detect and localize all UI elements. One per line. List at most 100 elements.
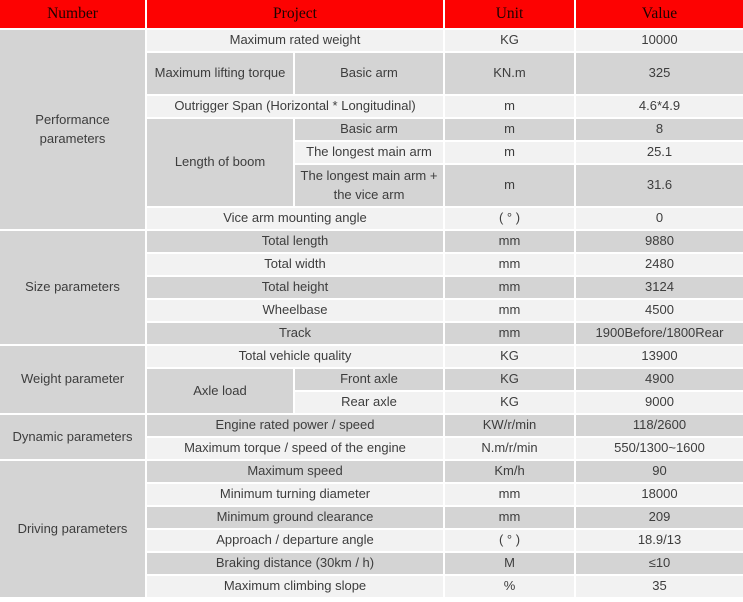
unit-cell: KG [445,346,574,367]
project-cell: Maximum climbing slope [147,576,443,597]
group-cell-weight: Weight parameter [0,346,145,413]
table-row: Maximum torque / speed of the engine N.m… [0,438,743,459]
project-cell: Maximum speed [147,461,443,482]
value-cell: 13900 [576,346,743,367]
table-row: The longest main arm + the vice arm m 31… [0,165,743,206]
unit-cell: KG [445,369,574,390]
project-cell: Front axle [295,369,443,390]
group-cell-performance: Performance parameters [0,30,145,229]
unit-cell: mm [445,300,574,321]
table-row: Size parameters Total length mm 9880 [0,231,743,344]
table-row: Vice arm mounting angle ( ° ) 0 [0,208,743,229]
table-row: Outrigger Span (Horizontal * Longitudina… [0,96,743,117]
group-cell-driving: Driving parameters [0,461,145,597]
column-header-unit: Unit [445,0,574,28]
unit-cell: mm [445,323,574,344]
unit-cell: KG [445,392,574,413]
value-cell: 550/1300~1600 [576,438,743,459]
project-cell: Basic arm [295,119,443,140]
unit-cell: KN.m [445,53,574,94]
unit-cell: mm [445,231,574,252]
project-cell: Total width [147,254,443,275]
table-row: Wheelbase mm 4500 [0,300,743,321]
value-cell: 4.6*4.9 [576,96,743,117]
value-cell: 2480 [576,254,743,275]
value-cell: 25.1 [576,142,743,163]
unit-cell: N.m/r/min [445,438,574,459]
unit-cell: ( ° ) [445,208,574,229]
table-row: Driving parameters Maximum speed Km/h 90 [0,461,743,597]
value-cell: 4500 [576,300,743,321]
value-cell: 1900Before/1800Rear [576,323,743,344]
project-cell: Minimum ground clearance [147,507,443,528]
unit-cell: m [445,119,574,140]
table-row: Axle load Front axle KG 4900 [0,369,743,413]
project-cell: Total vehicle quality [147,346,443,367]
project-cell: The longest main arm + the vice arm [295,165,443,206]
column-header-project: Project [147,0,443,28]
unit-cell: m [445,165,574,206]
project-cell: Engine rated power / speed [147,415,443,436]
table-row: Dynamic parameters Engine rated power / … [0,415,743,459]
project-cell: Total height [147,277,443,298]
project-cell: Outrigger Span (Horizontal * Longitudina… [147,96,443,117]
unit-cell: % [445,576,574,597]
project-cell: Vice arm mounting angle [147,208,443,229]
table-row: Minimum ground clearance mm 209 [0,507,743,528]
unit-cell: mm [445,254,574,275]
group-cell-dynamic: Dynamic parameters [0,415,145,459]
table-row: Approach / departure angle ( ° ) 18.9/13 [0,530,743,551]
value-cell: 9000 [576,392,743,413]
subgroup-cell-length-of-boom: Length of boom [147,119,293,206]
value-cell: ≤10 [576,553,743,574]
value-cell: 18.9/13 [576,530,743,551]
unit-cell: Km/h [445,461,574,482]
unit-cell: mm [445,484,574,505]
unit-cell: m [445,96,574,117]
table-row: Maximum climbing slope % 35 [0,576,743,597]
project-cell: Approach / departure angle [147,530,443,551]
value-cell: 8 [576,119,743,140]
table-row: Maximum lifting torque Basic arm KN.m 32… [0,53,743,94]
value-cell: 118/2600 [576,415,743,436]
project-cell: Maximum rated weight [147,30,443,51]
value-cell: 90 [576,461,743,482]
value-cell: 4900 [576,369,743,390]
project-cell: Basic arm [295,53,443,94]
unit-cell: mm [445,277,574,298]
project-cell: Total length [147,231,443,252]
value-cell: 325 [576,53,743,94]
value-cell: 9880 [576,231,743,252]
project-cell: Rear axle [295,392,443,413]
table-header-row: Number Project Unit Value [0,0,743,28]
project-cell: The longest main arm [295,142,443,163]
value-cell: 209 [576,507,743,528]
subgroup-cell-axle-load: Axle load [147,369,293,413]
value-cell: 0 [576,208,743,229]
unit-cell: ( ° ) [445,530,574,551]
table-row: Minimum turning diameter mm 18000 [0,484,743,505]
project-cell: Wheelbase [147,300,443,321]
value-cell: 3124 [576,277,743,298]
table-row: Weight parameter Total vehicle quality K… [0,346,743,413]
table-row: Total height mm 3124 [0,277,743,298]
group-cell-size: Size parameters [0,231,145,344]
table-row: Performance parameters Maximum rated wei… [0,30,743,229]
project-cell: Minimum turning diameter [147,484,443,505]
column-header-value: Value [576,0,743,28]
column-header-number: Number [0,0,145,28]
unit-cell: KG [445,30,574,51]
table-row: Length of boom Basic arm m 8 [0,119,743,206]
value-cell: 18000 [576,484,743,505]
project-cell: Track [147,323,443,344]
table-row: Braking distance (30km / h) M ≤10 [0,553,743,574]
project-cell: Braking distance (30km / h) [147,553,443,574]
table-row: Track mm 1900Before/1800Rear [0,323,743,344]
subgroup-cell-max-lifting-torque: Maximum lifting torque [147,53,293,94]
table-row: Total width mm 2480 [0,254,743,275]
value-cell: 31.6 [576,165,743,206]
table-row: The longest main arm m 25.1 [0,142,743,163]
project-cell: Maximum torque / speed of the engine [147,438,443,459]
